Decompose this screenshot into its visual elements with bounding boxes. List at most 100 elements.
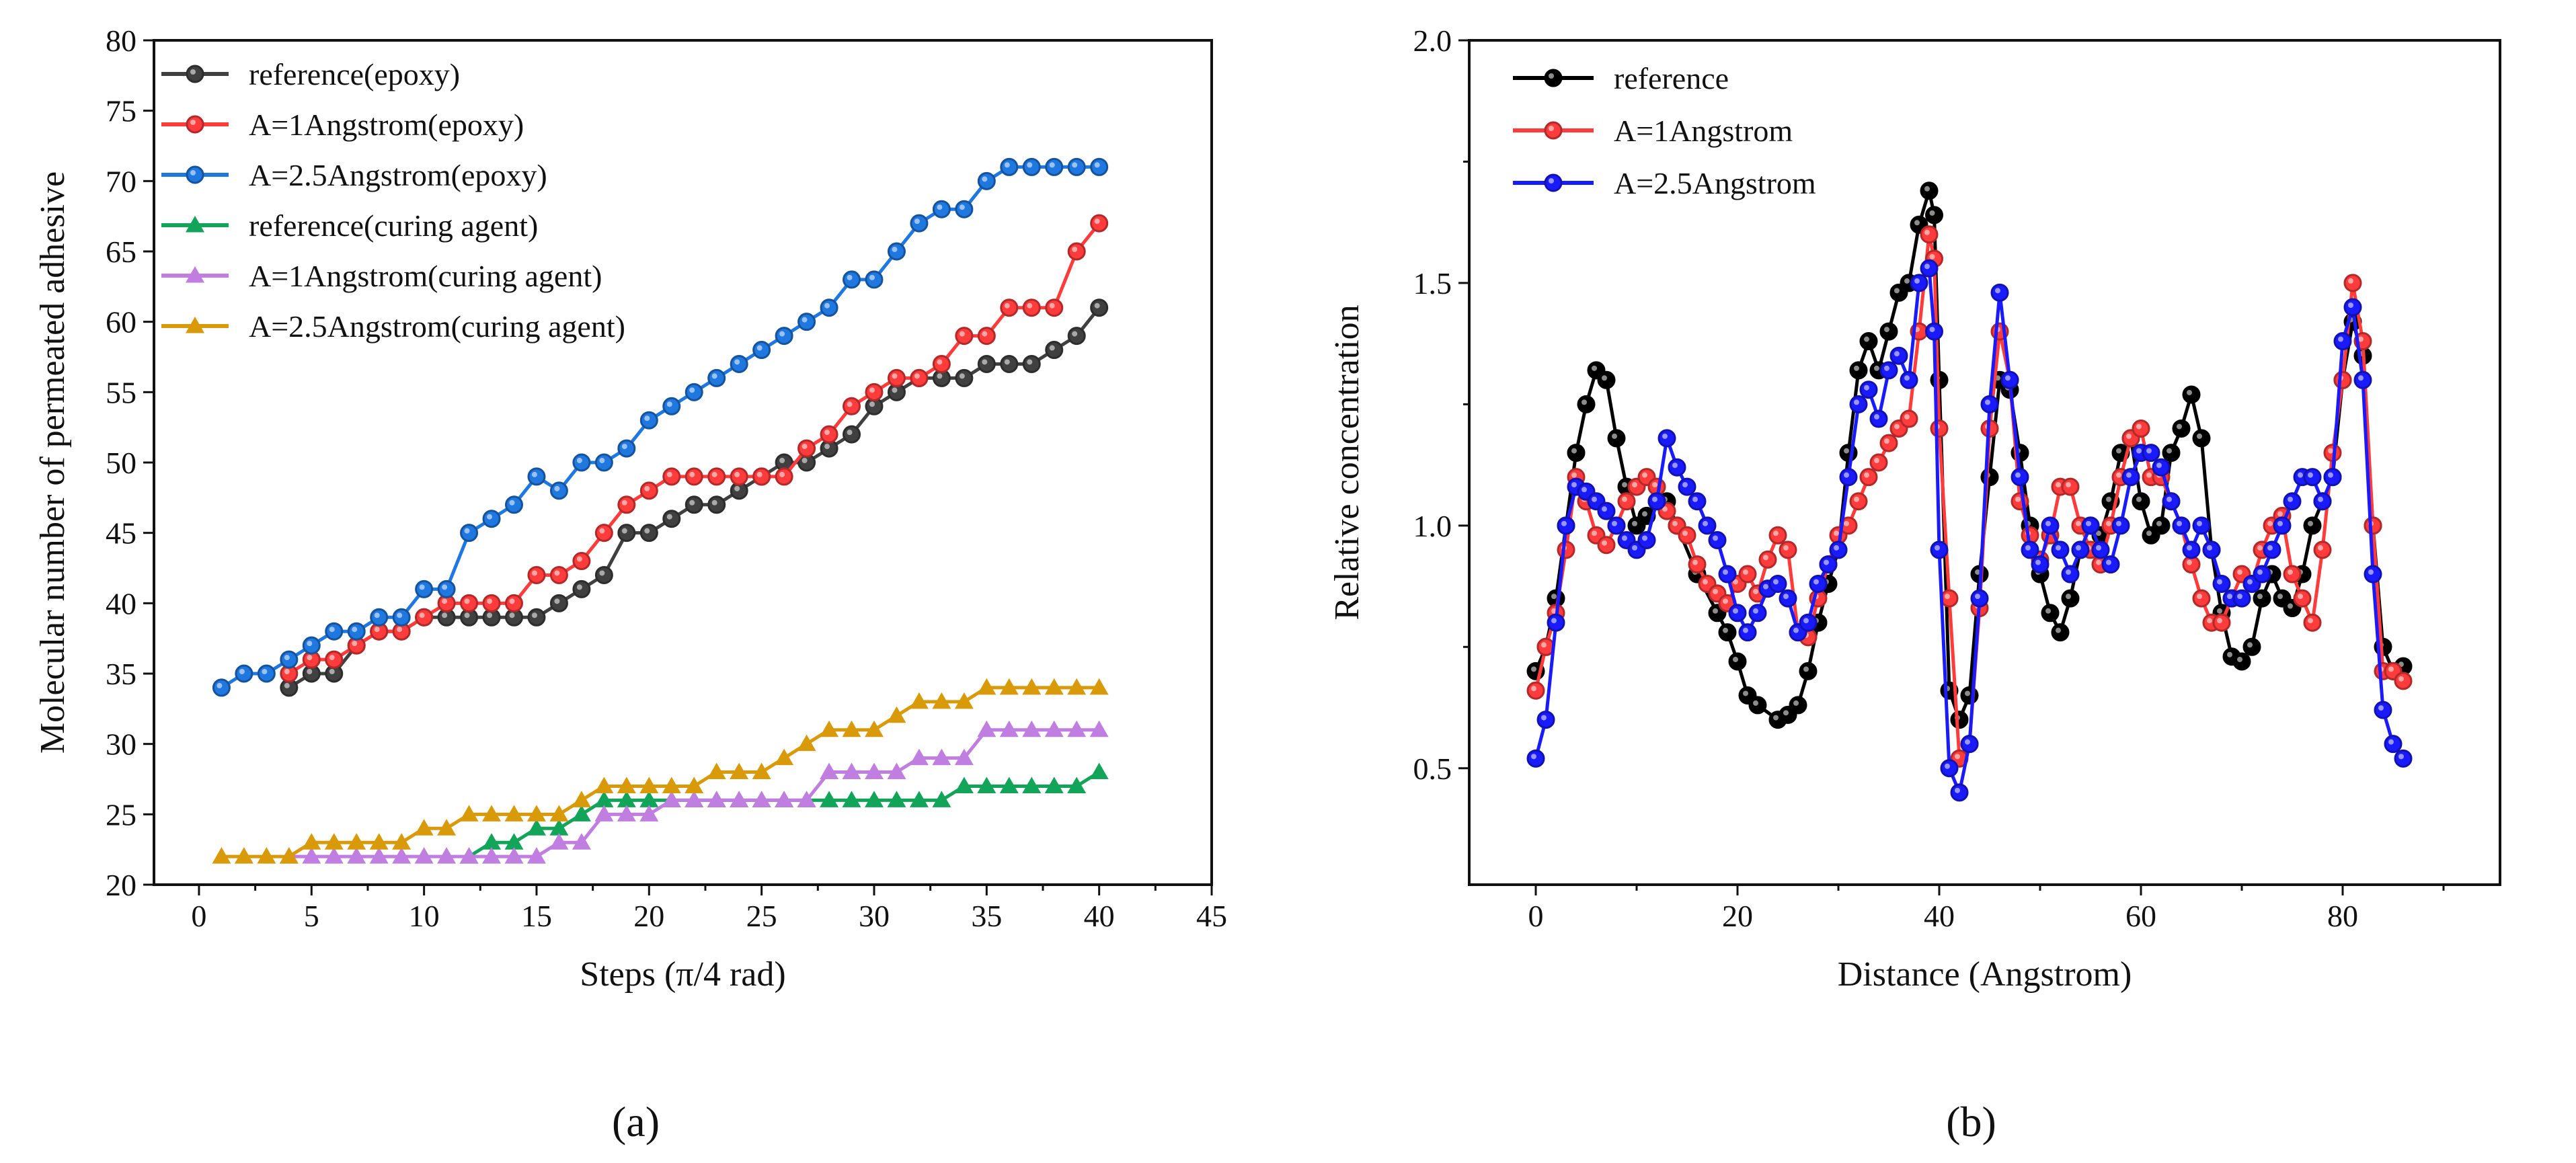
data-point: [234, 847, 253, 864]
data-point: [864, 791, 884, 807]
data-point: [1779, 540, 1797, 559]
data-point-highlight: [2217, 608, 2222, 614]
data-point-highlight: [2126, 472, 2132, 478]
data-point-highlight: [1753, 608, 1758, 614]
data-point: [1000, 298, 1019, 317]
data-point-highlight: [554, 485, 560, 491]
data-point-highlight: [914, 218, 920, 225]
x-tick-label: 40: [1924, 899, 1955, 933]
legend-label: reference(epoxy): [249, 57, 460, 91]
data-point-highlight: [2106, 559, 2111, 565]
y-tick-label: 2.0: [1413, 24, 1452, 58]
data-point-highlight: [1622, 482, 1627, 488]
legend-item: reference(epoxy): [161, 57, 460, 91]
data-point: [2202, 540, 2221, 559]
legend-label: A=1Angstrom: [1614, 114, 1793, 148]
data-point-highlight: [824, 430, 830, 436]
data-point-highlight: [824, 444, 830, 450]
legend-marker-highlight: [190, 120, 196, 125]
x-tick-label: 15: [521, 899, 552, 933]
data-point: [730, 791, 749, 807]
data-point-highlight: [1561, 520, 1567, 526]
data-point: [572, 453, 591, 472]
data-point: [1859, 468, 1878, 487]
data-point-highlight: [509, 598, 515, 604]
data-point: [1022, 298, 1041, 317]
data-point-highlight: [1602, 506, 1607, 512]
data-point-highlight: [734, 359, 740, 365]
data-point-highlight: [352, 641, 358, 647]
data-point-highlight: [2197, 433, 2202, 439]
data-point: [977, 171, 996, 190]
data-point: [302, 847, 321, 864]
data-point: [909, 791, 929, 807]
data-point-highlight: [1642, 472, 1647, 478]
data-point: [1067, 157, 1086, 176]
data-point-highlight: [239, 669, 245, 674]
data-point: [1839, 468, 1858, 487]
data-point: [977, 678, 997, 695]
data-point: [662, 791, 681, 807]
data-point-highlight: [2247, 579, 2253, 585]
data-point: [1920, 182, 1939, 200]
data-point: [2041, 516, 2060, 535]
data-point: [2303, 468, 2322, 487]
data-point: [685, 495, 703, 514]
data-point: [2132, 419, 2150, 438]
data-point: [639, 805, 659, 821]
legend-marker: [186, 115, 204, 134]
data-point: [843, 270, 861, 289]
data-point-highlight: [2308, 618, 2313, 624]
data-point: [1044, 776, 1064, 793]
data-point-highlight: [1884, 365, 1889, 371]
data-point-highlight: [1894, 424, 1900, 430]
data-point-highlight: [1743, 690, 1748, 696]
data-point-highlight: [937, 204, 943, 210]
data-point: [2212, 613, 2231, 632]
data-point: [2152, 516, 2171, 535]
data-point: [2273, 516, 2292, 535]
data-point: [1678, 477, 1696, 496]
data-point-highlight: [779, 458, 785, 463]
data-point-highlight: [1995, 288, 2000, 294]
data-point-highlight: [621, 499, 627, 506]
data-point-highlight: [959, 373, 965, 379]
data-point: [2283, 565, 2302, 584]
data-point-highlight: [711, 373, 717, 379]
data-point: [1879, 322, 1898, 341]
data-point-highlight: [2177, 424, 2182, 430]
data-point: [549, 819, 569, 836]
data-point-highlight: [2298, 472, 2303, 478]
data-point-highlight: [1049, 345, 1055, 351]
data-point: [977, 720, 997, 737]
legend-label: A=2.5Angstrom: [1614, 166, 1816, 200]
data-point-highlight: [1924, 264, 1930, 270]
legend-item: reference(curing agent): [161, 208, 538, 243]
data-point-highlight: [869, 401, 875, 407]
data-point-highlight: [1723, 627, 1728, 633]
x-tick-label: 20: [633, 899, 664, 933]
data-point: [2000, 370, 2019, 389]
data-point: [594, 776, 614, 793]
data-point: [2253, 565, 2271, 584]
legend-marker-highlight: [1549, 126, 1554, 131]
data-point: [2323, 468, 2342, 487]
data-point: [685, 383, 703, 401]
y-tick-label: 70: [106, 164, 136, 198]
data-point-highlight: [982, 331, 988, 337]
legend: reference A=1Angstrom A=2.5Angstrom: [1513, 61, 1816, 200]
data-point-highlight: [1582, 487, 1587, 493]
data-point-highlight: [1723, 569, 1728, 575]
data-point: [685, 776, 704, 793]
data-point: [1980, 395, 1999, 413]
data-point-highlight: [2096, 530, 2101, 536]
data-point-highlight: [644, 528, 650, 534]
data-point-highlight: [802, 317, 808, 323]
series-line: [221, 686, 1099, 858]
data-point-highlight: [1072, 247, 1078, 252]
data-point-highlight: [2045, 608, 2051, 614]
data-point: [2364, 516, 2382, 535]
data-point: [549, 833, 569, 850]
data-point-highlight: [487, 598, 493, 604]
data-point-highlight: [2257, 569, 2263, 575]
